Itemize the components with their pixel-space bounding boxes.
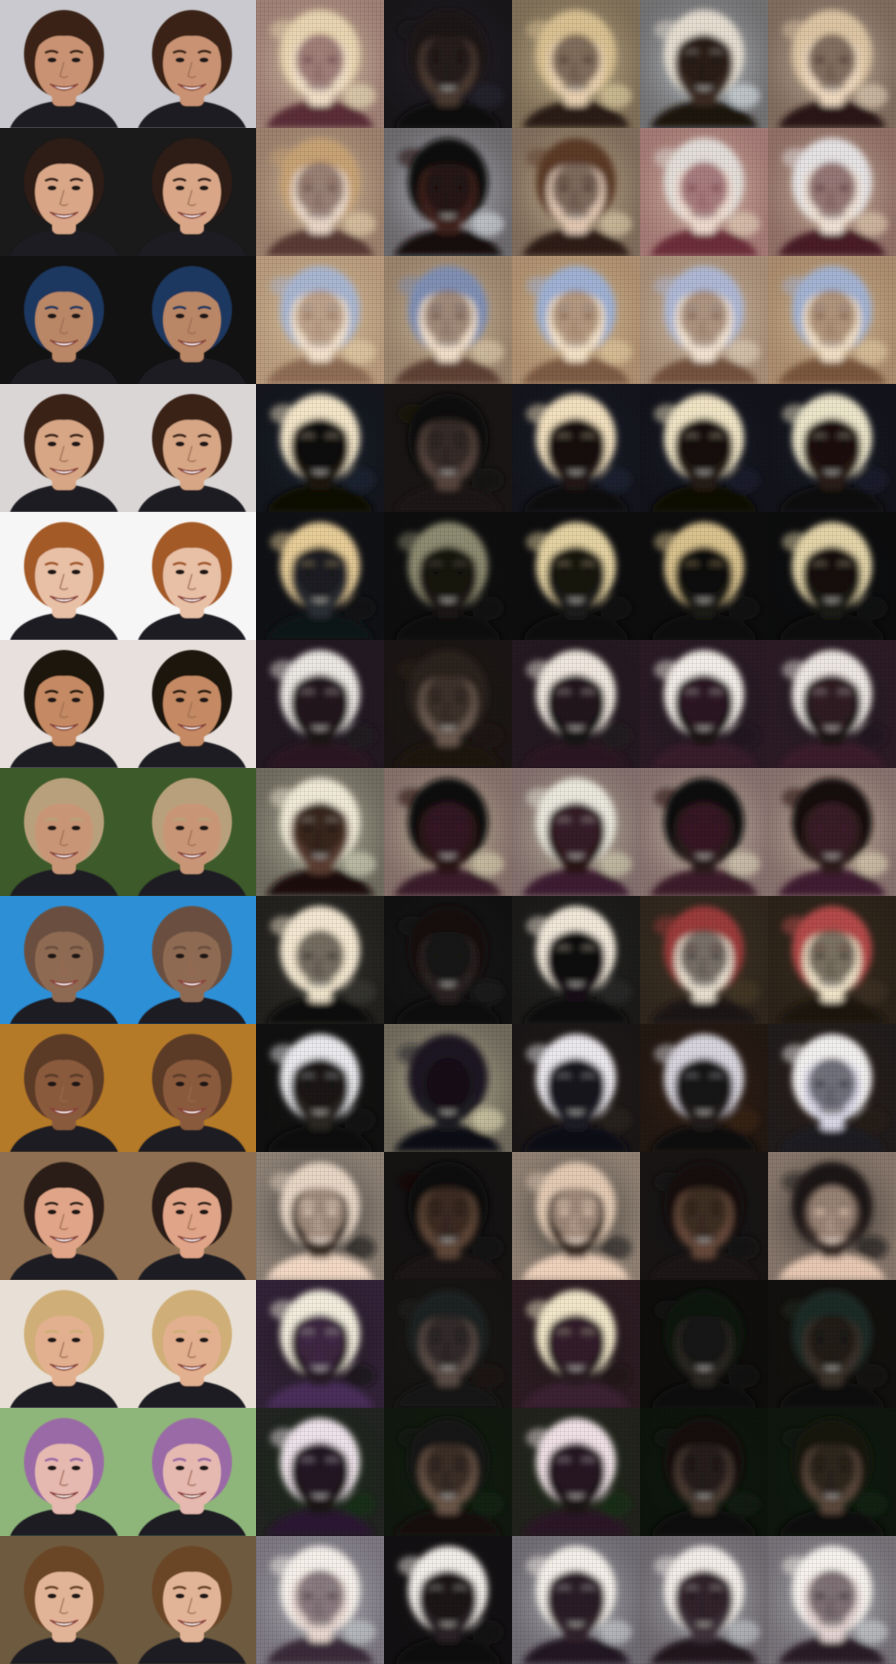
generated-face-image: [384, 1408, 512, 1536]
generated-face-image: [768, 384, 896, 512]
generated-face-image: [640, 128, 768, 256]
generated-face-image: [384, 1536, 512, 1664]
generated-face-image: [640, 0, 768, 128]
generated-face-image: [640, 768, 768, 896]
generated-face-image: [640, 256, 768, 384]
input-face-image: [0, 384, 128, 512]
generated-face-image: [640, 1280, 768, 1408]
generated-face-image: [640, 1152, 768, 1280]
generated-face-image: [256, 1536, 384, 1664]
generated-face-image: [512, 512, 640, 640]
generated-face-image: [384, 640, 512, 768]
reconstructed-face-image: [128, 512, 256, 640]
generated-face-image: [768, 512, 896, 640]
generated-face-image: [384, 512, 512, 640]
generated-face-image: [256, 1280, 384, 1408]
generated-face-image: [512, 1024, 640, 1152]
generated-face-image: [512, 128, 640, 256]
generated-face-image: [256, 896, 384, 1024]
generated-face-image: [768, 1408, 896, 1536]
input-face-image: [0, 128, 128, 256]
generated-face-image: [256, 512, 384, 640]
generated-face-image: [512, 1408, 640, 1536]
generated-face-image: [768, 896, 896, 1024]
generated-face-image: [256, 1152, 384, 1280]
generated-face-image: [768, 1152, 896, 1280]
generated-face-image: [640, 1024, 768, 1152]
generated-face-image: [640, 384, 768, 512]
generated-face-image: [384, 1024, 512, 1152]
generated-face-image: [512, 1280, 640, 1408]
input-face-image: [0, 1408, 128, 1536]
input-face-image: [0, 896, 128, 1024]
reconstructed-face-image: [128, 896, 256, 1024]
reconstructed-face-image: [128, 128, 256, 256]
generated-face-image: [512, 384, 640, 512]
generated-face-image: [256, 1408, 384, 1536]
reconstructed-face-image: [128, 1280, 256, 1408]
input-face-image: [0, 1536, 128, 1664]
generated-face-image: [384, 0, 512, 128]
generated-face-image: [640, 512, 768, 640]
reconstructed-face-image: [128, 256, 256, 384]
input-face-image: [0, 1152, 128, 1280]
generated-face-image: [768, 768, 896, 896]
generated-face-image: [384, 256, 512, 384]
generated-face-image: [640, 640, 768, 768]
generated-face-image: [512, 1536, 640, 1664]
generated-face-image: [256, 0, 384, 128]
generated-face-image: [384, 128, 512, 256]
generated-face-image: [768, 1024, 896, 1152]
generated-face-image: [256, 1024, 384, 1152]
reconstructed-face-image: [128, 1408, 256, 1536]
generated-face-image: [768, 1536, 896, 1664]
generated-face-image: [512, 768, 640, 896]
reconstructed-face-image: [128, 384, 256, 512]
input-face-image: [0, 1280, 128, 1408]
generated-face-image: [256, 640, 384, 768]
generated-face-image: [768, 1280, 896, 1408]
input-face-image: [0, 640, 128, 768]
generated-face-image: [256, 128, 384, 256]
generated-face-image: [512, 640, 640, 768]
reconstructed-face-image: [128, 768, 256, 896]
reconstructed-face-image: [128, 1152, 256, 1280]
generated-face-image: [384, 896, 512, 1024]
generated-face-image: [768, 256, 896, 384]
generated-face-image: [640, 1536, 768, 1664]
generated-face-image: [640, 896, 768, 1024]
input-face-image: [0, 256, 128, 384]
generated-face-image: [768, 640, 896, 768]
generated-face-image: [512, 256, 640, 384]
reconstructed-face-image: [128, 0, 256, 128]
generated-face-image: [384, 384, 512, 512]
generated-face-image: [512, 896, 640, 1024]
generated-face-image: [512, 0, 640, 128]
input-face-image: [0, 1024, 128, 1152]
generated-face-image: [256, 768, 384, 896]
generated-face-image: [768, 0, 896, 128]
input-face-image: [0, 768, 128, 896]
generated-face-image: [256, 384, 384, 512]
generated-face-image: [768, 128, 896, 256]
generated-face-image: [512, 1152, 640, 1280]
reconstructed-face-image: [128, 640, 256, 768]
input-face-image: [0, 512, 128, 640]
reconstructed-face-image: [128, 1024, 256, 1152]
reconstructed-face-image: [128, 1536, 256, 1664]
generated-face-image: [384, 1152, 512, 1280]
generated-face-image: [640, 1408, 768, 1536]
generated-face-image: [384, 1280, 512, 1408]
generated-face-image: [384, 768, 512, 896]
input-face-image: [0, 0, 128, 128]
generated-face-image: [256, 256, 384, 384]
